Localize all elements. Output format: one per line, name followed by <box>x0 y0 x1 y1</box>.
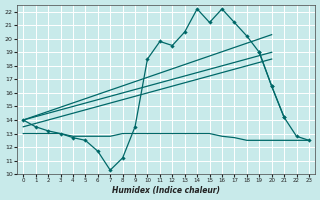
X-axis label: Humidex (Indice chaleur): Humidex (Indice chaleur) <box>112 186 220 195</box>
